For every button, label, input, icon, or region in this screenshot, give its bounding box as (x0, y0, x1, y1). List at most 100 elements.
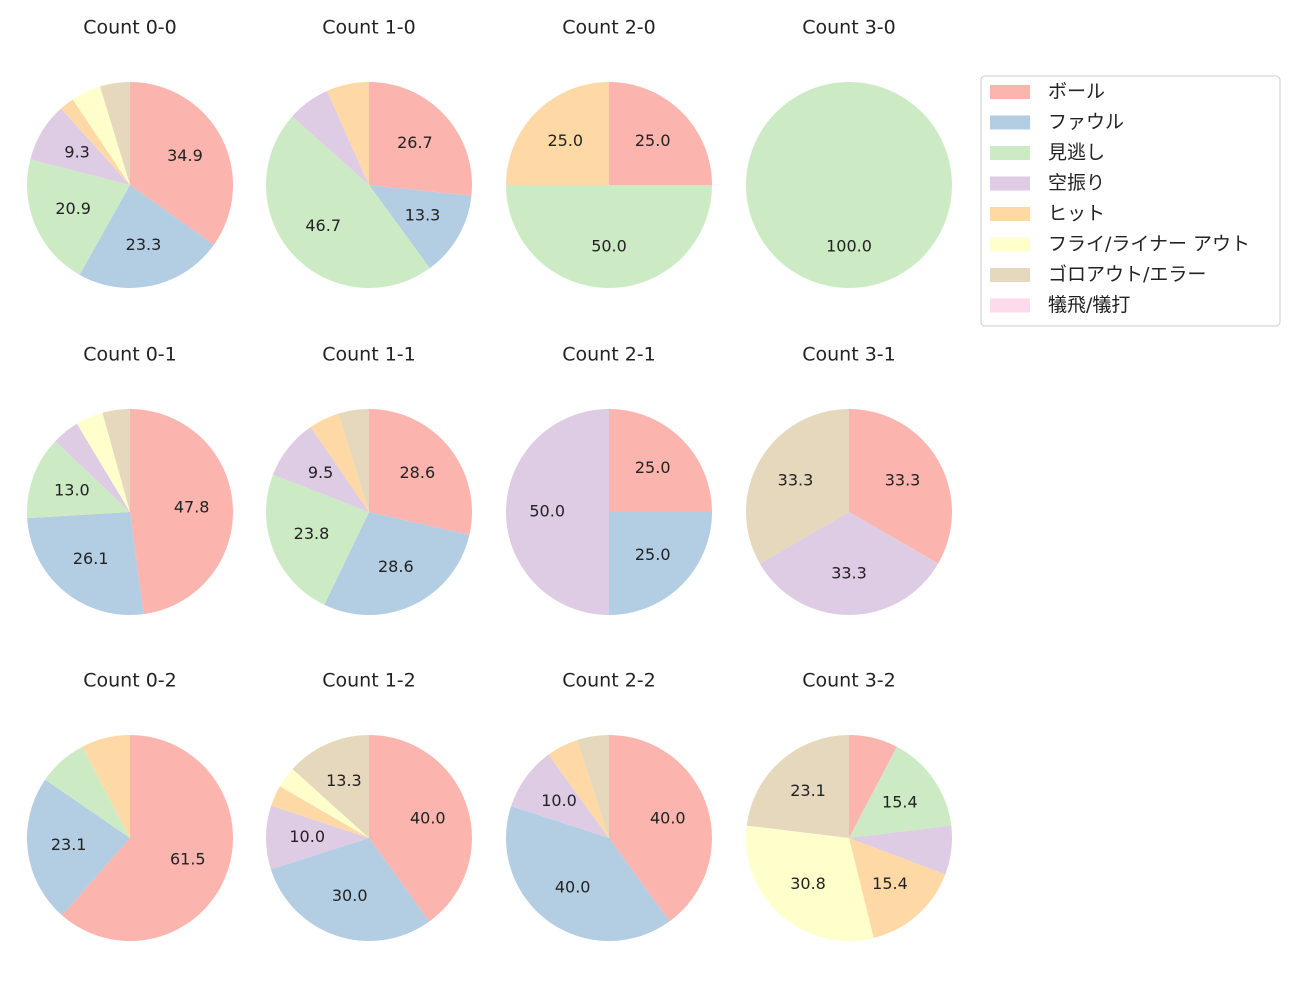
value-label: 9.3 (64, 142, 89, 161)
value-label: 13.0 (54, 480, 90, 499)
value-label: 50.0 (529, 502, 565, 521)
legend-swatch (990, 207, 1030, 221)
value-label: 50.0 (591, 236, 627, 255)
pie-slice (27, 512, 144, 615)
value-label: 23.1 (790, 781, 826, 800)
pie-title: Count 0-0 (83, 17, 177, 39)
pie-slice (271, 786, 369, 838)
value-label: 15.4 (872, 874, 908, 893)
legend-label: 見逃し (1048, 142, 1105, 164)
pie-slice (746, 825, 874, 941)
pie-slice (369, 409, 473, 535)
legend-swatch (990, 146, 1030, 160)
value-label: 47.8 (174, 497, 210, 516)
value-label: 33.3 (831, 563, 867, 582)
legend-label: 犠飛/犠打 (1048, 294, 1130, 316)
pie-slice (27, 441, 131, 519)
value-label: 26.7 (397, 133, 433, 152)
pie-slice (82, 735, 130, 838)
pie-slice (609, 82, 712, 185)
pie-slice (577, 735, 609, 838)
pie-slice (849, 409, 952, 564)
value-label: 61.5 (170, 849, 206, 868)
pie-slice (60, 99, 131, 185)
value-label: 33.3 (778, 471, 814, 490)
pie-slice (369, 735, 472, 922)
pie-slice (27, 779, 131, 916)
pie-slice (265, 474, 369, 605)
value-label: 40.0 (410, 808, 446, 827)
value-label: 10.0 (541, 791, 577, 810)
pie-slice (746, 82, 952, 288)
legend-label: ゴロアウト/エラー (1048, 264, 1206, 286)
pie-title: Count 3-0 (802, 17, 896, 39)
value-label: 23.1 (51, 835, 87, 854)
pie-slice (72, 86, 130, 185)
pie-slice (79, 185, 214, 288)
value-label: 30.8 (790, 874, 826, 893)
legend-swatch (990, 268, 1030, 282)
pie-slice (61, 735, 234, 941)
pie-slice (609, 735, 713, 922)
value-label: 28.6 (378, 557, 414, 576)
value-label: 9.5 (308, 463, 333, 482)
legend-box (980, 75, 1281, 327)
legend-swatch (990, 176, 1030, 191)
pie-slice (30, 108, 131, 185)
pie-slice (609, 512, 712, 615)
value-label: 13.3 (405, 205, 441, 224)
legend-swatch (990, 115, 1030, 130)
legend-label: フライ/ライナー アウト (1048, 233, 1250, 255)
pie-title: Count 3-2 (802, 670, 896, 692)
pie-slice (849, 838, 946, 939)
value-label: 40.0 (650, 808, 686, 827)
pie-slice (45, 746, 130, 838)
pie-slice (100, 82, 130, 185)
value-label: 40.0 (555, 877, 591, 896)
pie-title: Count 2-1 (562, 344, 656, 366)
legend-swatch (990, 237, 1030, 252)
value-label: 23.3 (126, 235, 162, 254)
pie-slice (511, 754, 609, 838)
pie-title: Count 3-1 (802, 344, 896, 366)
pie-slice (338, 409, 369, 512)
pie-slice (130, 82, 234, 245)
pie-slice (27, 159, 131, 275)
pie-slice (326, 82, 369, 185)
legend-swatch (990, 298, 1030, 313)
pie-title: Count 1-0 (322, 17, 416, 39)
pie-slice (292, 735, 369, 838)
pie-title: Count 1-2 (322, 670, 416, 692)
value-label: 46.7 (305, 216, 341, 235)
pie-slice (745, 409, 849, 564)
value-label: 34.9 (167, 146, 203, 165)
value-label: 20.9 (55, 199, 91, 218)
pie-slice (759, 512, 939, 615)
pie-slice (369, 82, 472, 196)
pie-slice (609, 409, 712, 512)
pie-slice (273, 427, 369, 512)
legend-label: ヒット (1048, 203, 1105, 225)
pie-slice (548, 740, 609, 838)
pie-slice (270, 838, 430, 941)
value-label: 25.0 (635, 458, 671, 477)
pie-slice (76, 412, 130, 512)
value-label: 10.0 (289, 827, 325, 846)
value-label: 15.4 (882, 792, 918, 811)
pie-title: Count 1-1 (322, 344, 416, 366)
pie-slice (369, 185, 472, 269)
pie-slice (506, 82, 609, 185)
value-label: 30.0 (332, 886, 368, 905)
pie-slice (55, 423, 131, 512)
value-label: 33.3 (885, 471, 921, 490)
pie-slice (310, 413, 369, 512)
pie-slice (266, 805, 369, 870)
pie-slice (849, 746, 952, 838)
pie-slice (849, 825, 952, 875)
legend-swatch (990, 85, 1030, 99)
value-label: 25.0 (547, 131, 583, 150)
legend-label: ボール (1048, 81, 1105, 103)
pie-slice (506, 409, 609, 615)
pie-title: Count 0-1 (83, 344, 177, 366)
